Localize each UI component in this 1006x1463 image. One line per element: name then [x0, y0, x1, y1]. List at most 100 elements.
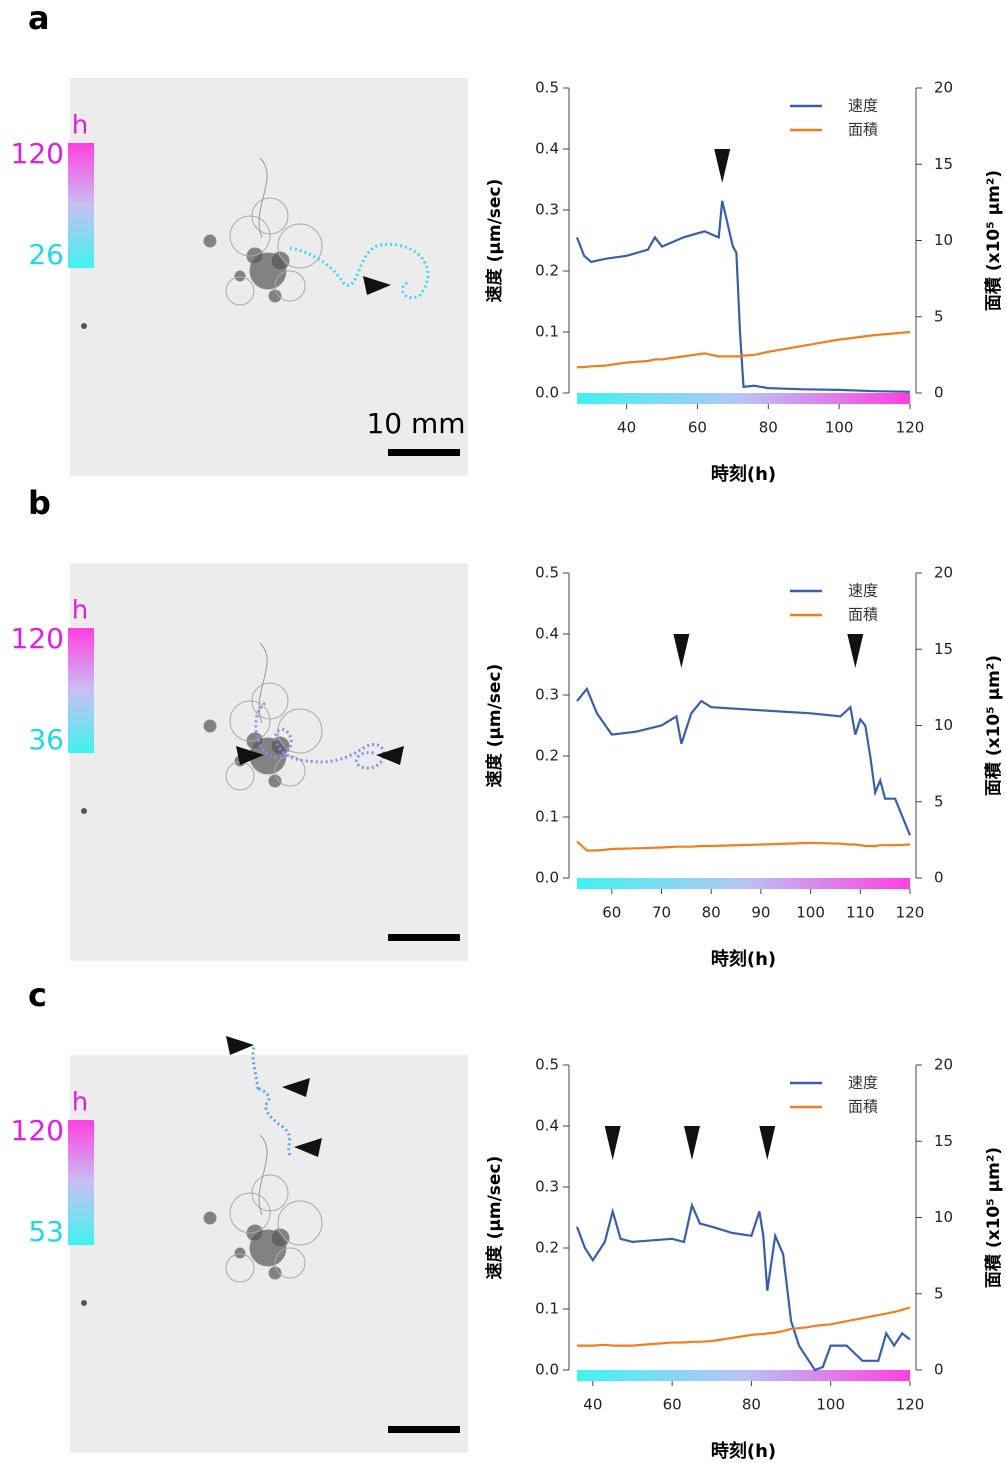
- colorbar-min: 53: [28, 1215, 64, 1248]
- loop: [229, 215, 271, 257]
- y2-tick-label: 0: [934, 869, 944, 887]
- image-arrowhead: [363, 276, 391, 295]
- y-tick-label: 0.3: [535, 686, 559, 704]
- y2-tick-label: 5: [934, 1284, 944, 1302]
- y2-tick-label: 15: [934, 1132, 953, 1150]
- image-arrowhead: [294, 1138, 322, 1157]
- legend-label: 速度: [848, 1074, 878, 1092]
- loop: [274, 270, 306, 302]
- colorbar: [68, 1120, 94, 1245]
- y-tick-label: 0.5: [535, 1056, 559, 1074]
- y-tick-label: 0.2: [535, 747, 559, 765]
- y2-tick-label: 20: [934, 1056, 953, 1074]
- x-axis-label: 時刻(h): [711, 463, 776, 485]
- y-tick-label: 0.0: [535, 869, 559, 887]
- organism: [203, 682, 323, 791]
- blob: [203, 719, 217, 733]
- x-tick-label: 60: [688, 419, 707, 437]
- scale-bar-label: 10 mm: [366, 407, 465, 440]
- y-tick-label: 0.0: [535, 384, 559, 402]
- blob: [270, 251, 290, 271]
- y2-tick-label: 10: [934, 1208, 953, 1226]
- y-tick-label: 0.4: [535, 140, 559, 158]
- scale-bar: [388, 1426, 460, 1433]
- x-tick-label: 80: [759, 419, 778, 437]
- tendril: [258, 157, 268, 239]
- event-arrow: [847, 634, 864, 668]
- debris: [81, 1300, 87, 1306]
- y-tick-label: 0.0: [535, 1361, 559, 1379]
- debris: [81, 323, 87, 329]
- blob: [268, 774, 282, 788]
- y2-tick-label: 15: [934, 155, 953, 173]
- organism: [203, 197, 323, 306]
- loop: [277, 1200, 323, 1246]
- colorbar-unit: h: [72, 596, 88, 626]
- x-tick-label: 40: [617, 419, 636, 437]
- event-arrow: [604, 1126, 621, 1160]
- loop: [251, 682, 289, 720]
- loop: [251, 1174, 289, 1212]
- colorbar: [68, 628, 94, 753]
- x-tick-label: 60: [602, 904, 621, 922]
- panel-label: b: [28, 484, 51, 522]
- series-line: [576, 840, 911, 852]
- event-arrow: [759, 1126, 776, 1160]
- blob: [268, 1266, 282, 1280]
- organism: [203, 1174, 323, 1283]
- colorbar-max: 120: [11, 622, 64, 655]
- event-arrow: [683, 1126, 700, 1160]
- x-tick-label: 100: [825, 419, 854, 437]
- y-axis-label: 速度 (μm/sec): [484, 179, 505, 303]
- track: [251, 1044, 292, 1156]
- loop: [225, 1253, 255, 1283]
- y2-tick-label: 5: [934, 307, 944, 325]
- colorbar-max: 120: [11, 1114, 64, 1147]
- blob: [270, 1228, 290, 1248]
- y2-tick-label: 0: [934, 384, 944, 402]
- y2-tick-label: 15: [934, 640, 953, 658]
- y-tick-label: 0.4: [535, 625, 559, 643]
- y2-axis-label: 面積 (x10⁵ μm²): [983, 655, 1004, 796]
- y-tick-label: 0.2: [535, 1239, 559, 1257]
- y2-tick-label: 10: [934, 716, 953, 734]
- y-tick-label: 0.1: [535, 323, 559, 341]
- x-tick-label: 110: [846, 904, 875, 922]
- x-tick-label: 70: [652, 904, 671, 922]
- tendril: [258, 642, 268, 724]
- image-arrowhead: [236, 746, 264, 765]
- time-colorbar: [577, 878, 910, 889]
- x-tick-label: 120: [896, 419, 925, 437]
- time-colorbar: [577, 393, 910, 404]
- x-axis-label: 時刻(h): [711, 948, 776, 970]
- x-tick-label: 40: [583, 1396, 602, 1414]
- image-arrowhead: [282, 1078, 310, 1097]
- y-tick-label: 0.1: [535, 1300, 559, 1318]
- series-line: [576, 686, 912, 836]
- scale-bar: [388, 449, 460, 456]
- blob: [234, 270, 246, 282]
- panel-label: c: [28, 976, 47, 1014]
- x-tick-label: 60: [663, 1396, 682, 1414]
- loop: [229, 700, 271, 742]
- loop: [274, 1247, 306, 1279]
- series-line: [577, 330, 911, 369]
- legend-label: 速度: [848, 97, 878, 115]
- x-tick-label: 80: [742, 1396, 761, 1414]
- colorbar-unit: h: [72, 1088, 88, 1118]
- x-tick-label: 100: [816, 1396, 845, 1414]
- y2-tick-label: 5: [934, 792, 944, 810]
- debris: [81, 808, 87, 814]
- colorbar-min: 36: [28, 723, 64, 756]
- colorbar-min: 26: [28, 238, 64, 271]
- legend-label: 面積: [848, 1098, 878, 1116]
- x-tick-label: 80: [702, 904, 721, 922]
- time-colorbar: [577, 1370, 910, 1381]
- y2-tick-label: 20: [934, 564, 953, 582]
- blob: [203, 234, 217, 248]
- panel-label: a: [28, 0, 50, 37]
- loop: [229, 1192, 271, 1234]
- image-arrowhead: [226, 1036, 254, 1055]
- y-tick-label: 0.2: [535, 262, 559, 280]
